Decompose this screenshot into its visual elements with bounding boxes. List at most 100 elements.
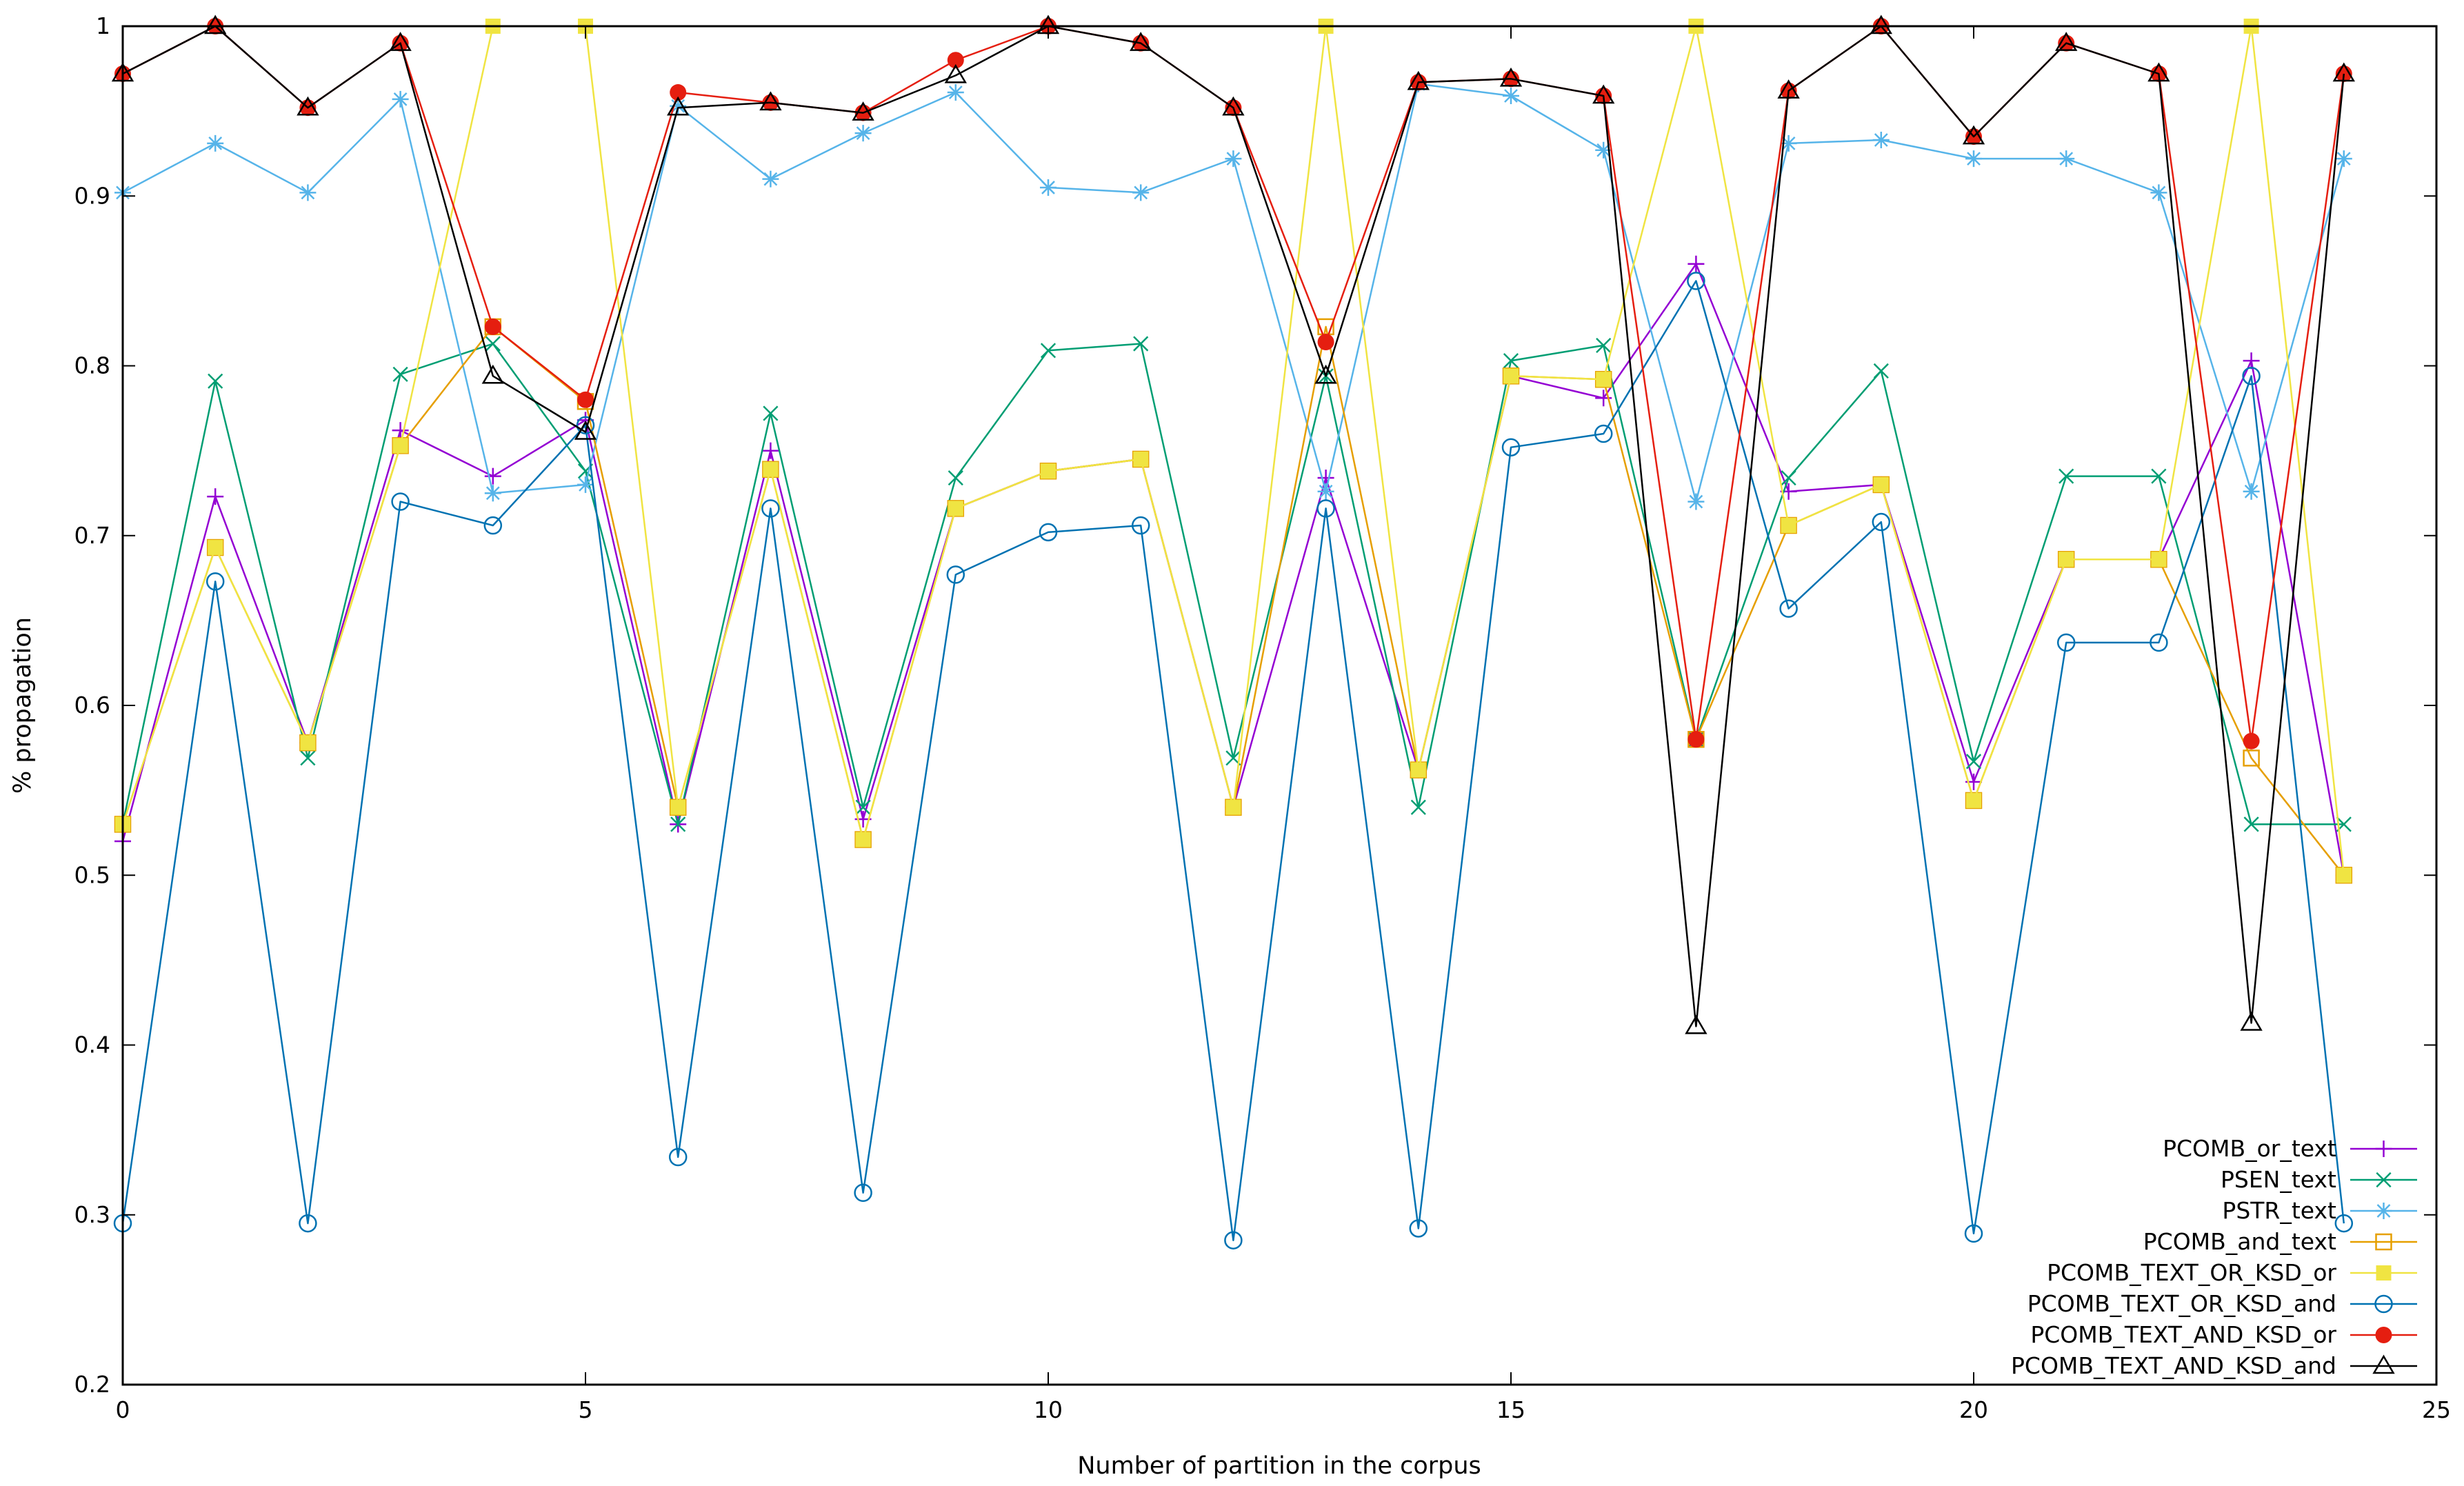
data-point-pcomb-text-and-ksd-or [1687,731,1705,748]
data-point-pcomb-text-or-ksd-and [668,1147,688,1167]
data-point-pcomb-text-or-ksd-or [208,539,223,555]
data-point-pcomb-text-or-ksd-and [391,492,410,511]
data-point-pcomb-text-or-ksd-and [2242,367,2261,385]
data-point-pcomb-text-or-ksd-and [483,516,503,535]
legend-swatch-marker [2376,1172,2392,1188]
y-axis-ticks: 0.2 0.3 0.4 0.5 0.6 0.7 0.8 0.9 1 [74,12,2436,1398]
data-point-pcomb-or-text [762,442,779,459]
data-point-pstr-text [2335,150,2352,168]
data-point-pcomb-text-and-ksd-and [2240,1012,2263,1031]
data-point-pstr-text [1687,493,1705,510]
series-line-pcomb-text-and-ksd-and [122,25,2345,1027]
data-point-pcomb-text-and-ksd-and [1870,14,1892,34]
legend-label: PCOMB_TEXT_AND_KSD_and [2011,1352,2336,1379]
data-point-pcomb-text-or-ksd-and [1594,424,1613,443]
series-line-pstr-text [122,83,2345,503]
data-point-pstr-text [1595,141,1612,159]
data-point-pcomb-text-or-ksd-or [1503,368,1519,384]
data-point-psen-text [1133,336,1149,352]
data-point-pstr-text [1965,150,1982,168]
series-pstr-text [114,75,2352,510]
x-tick-label: 15 [1496,1396,1525,1423]
data-point-pcomb-text-or-ksd-and [1409,1219,1428,1238]
data-point-pcomb-text-or-ksd-and [1131,516,1150,535]
data-point-pstr-text [854,125,872,142]
data-point-psen-text [763,405,779,421]
data-point-psen-text [1410,799,1426,815]
data-point-pcomb-or-text [392,422,409,439]
data-point-psen-text [1965,754,1982,770]
data-point-pcomb-text-and-ksd-and [1130,32,1152,51]
data-point-pcomb-text-and-ksd-or [947,52,964,69]
series-pcomb-text-or-ksd-or [115,19,2352,883]
data-point-pstr-text [2243,483,2260,500]
data-point-pcomb-text-or-ksd-and [2056,633,2076,652]
data-point-pcomb-text-or-ksd-or [948,501,963,516]
data-point-pstr-text [2058,150,2075,168]
legend-swatch-marker [2372,1354,2395,1374]
data-point-pcomb-text-or-ksd-or [300,735,316,751]
data-point-pstr-text [1780,134,1797,152]
legend-swatch-marker [2374,1294,2393,1314]
data-point-pcomb-text-or-ksd-or [1225,799,1241,815]
data-point-psen-text [2059,468,2074,484]
data-point-pcomb-and-text [2243,750,2260,767]
legend-swatch-marker [2375,1203,2392,1219]
x-axis-ticks: 0 5 10 15 20 25 [116,26,2451,1423]
data-point-pcomb-text-or-ksd-and [1224,1231,1243,1249]
data-point-psen-text [1596,337,1612,354]
legend-label: PCOMB_TEXT_OR_KSD_and [2027,1290,2336,1317]
x-tick-label: 0 [116,1396,130,1423]
data-point-pcomb-text-or-ksd-and [2150,633,2168,652]
data-point-pstr-text [1040,179,1056,196]
data-point-pcomb-text-or-ksd-and [1039,523,1058,542]
data-point-pcomb-text-and-ksd-and [2332,62,2355,82]
x-tick-label: 25 [2422,1396,2451,1423]
y-axis-label: % propagation [9,617,37,794]
data-point-pcomb-text-or-ksd-and [1872,512,1891,532]
data-point-pcomb-text-and-ksd-or [484,318,501,335]
data-point-pstr-text [1317,483,1334,500]
y-tick-label: 0.3 [74,1201,110,1228]
data-point-pstr-text [2150,184,2167,201]
data-point-pcomb-text-or-ksd-and [1501,438,1521,456]
data-point-pcomb-text-or-ksd-and [761,499,780,518]
data-point-pcomb-text-or-ksd-or [2059,552,2074,568]
legend-swatch-marker [2375,1327,2392,1343]
data-point-pcomb-text-and-ksd-and [759,91,782,111]
legend-entry-pcomb-text-and-ksd-and: PCOMB_TEXT_AND_KSD_and [2011,1352,2417,1379]
legend-label: PCOMB_TEXT_AND_KSD_or [2030,1321,2336,1348]
series-pcomb-or-text [114,255,2352,884]
data-point-pcomb-text-or-ksd-or [1873,476,1889,492]
data-point-pcomb-text-and-ksd-or [577,391,594,408]
data-point-pcomb-text-or-ksd-or [763,461,779,477]
data-point-pcomb-text-or-ksd-and [576,416,595,434]
y-tick-label: 0.4 [74,1032,110,1058]
data-point-psen-text [392,366,408,382]
legend-entry-pstr-text: PSTR_text [2222,1197,2417,1224]
series-pcomb-text-and-ksd-or [114,18,2352,750]
data-point-pcomb-text-and-ksd-and [2055,32,2078,51]
data-point-pcomb-text-and-ksd-and [944,63,967,83]
legend-label: PCOMB_and_text [2143,1228,2336,1255]
data-point-pcomb-text-and-ksd-and [852,101,874,121]
data-point-pstr-text [670,97,687,114]
y-tick-label: 0.5 [74,861,110,888]
y-tick-label: 0.8 [74,352,110,379]
y-tick-label: 0.7 [74,522,110,549]
data-point-pcomb-text-or-ksd-or [1410,762,1426,778]
legend-label: PSTR_text [2222,1197,2336,1224]
data-point-pcomb-text-or-ksd-or [2336,867,2352,883]
legend-entry-pcomb-and-text: PCOMB_and_text [2143,1228,2417,1255]
data-point-pcomb-text-or-ksd-and [1316,499,1335,518]
series-line-pcomb-text-or-ksd-and [121,280,2345,1241]
data-point-pstr-text [1225,150,1242,168]
x-tick-label: 20 [1959,1396,1988,1423]
data-point-pstr-text [484,485,501,502]
data-point-psen-text [2151,468,2167,484]
data-point-psen-text [300,750,316,766]
legend-swatch-marker [2375,1141,2392,1157]
data-point-psen-text [1040,343,1056,359]
legend-label: PSEN_text [2221,1166,2336,1193]
data-point-pcomb-text-and-ksd-and [1685,1014,1707,1034]
